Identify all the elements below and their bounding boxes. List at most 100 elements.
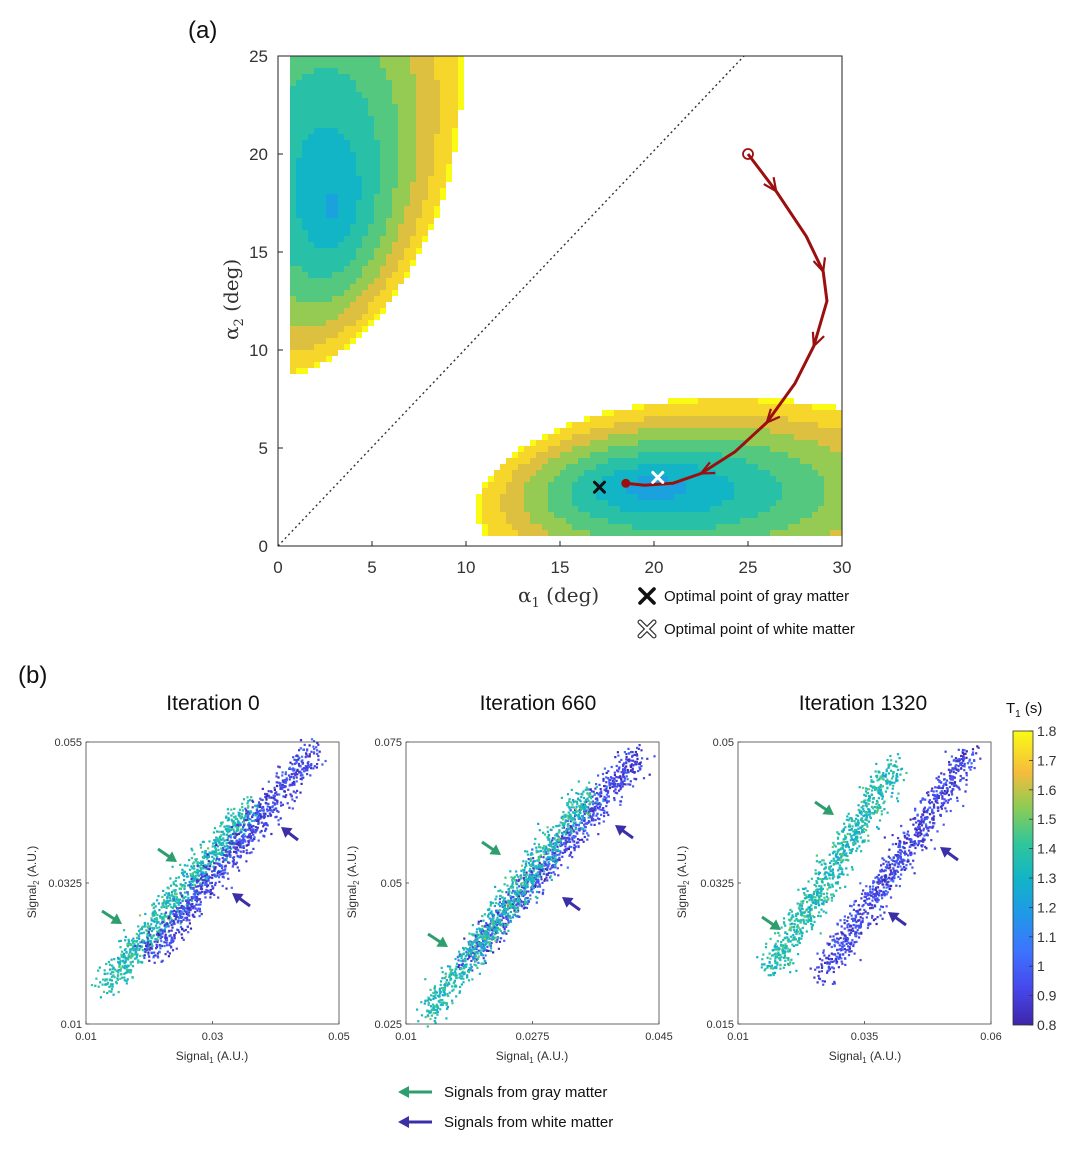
scatter-point [865,898,869,901]
scatter-point [510,891,513,894]
scatter-point [157,932,160,935]
scatter-point [577,810,580,813]
scatter-point [251,839,254,842]
scatter-point [943,778,946,781]
scatter-point [537,850,540,853]
scatter-point [116,974,119,977]
scatter-point [854,835,858,838]
scatter-point [885,860,888,863]
scatter-point [551,846,554,849]
scatter-point [852,944,855,948]
scatter-point [587,808,590,812]
scatter-point [533,860,536,863]
scatter-point [462,952,465,955]
scatter-point [183,891,187,894]
scatter-point [900,873,903,876]
scatter-point [248,823,251,826]
scatter-point [248,827,251,830]
scatter-point [525,906,528,910]
scatter-point [558,838,561,841]
scatter-point [848,817,851,820]
x-tick-label-0: 0 [273,558,282,577]
scatter-point [524,906,527,909]
scatter-point [519,904,523,907]
scatter-point [902,831,905,834]
scatter-point [124,935,127,938]
scatter-point [932,815,936,818]
scatter-point [179,898,182,901]
scatter-point [882,772,885,775]
scatter-point [782,966,785,969]
scatter-point [624,783,627,786]
scatter-point [952,784,956,788]
scatter-point [595,814,598,817]
scatter-point [841,962,844,965]
scatter-point [220,838,223,841]
scatter-point [236,866,239,869]
scatter-point [568,831,571,834]
scatter-point [896,768,900,771]
scatter-point [622,773,625,776]
scatter-point [925,817,928,820]
scatter-point [592,812,595,815]
scatter-point [835,962,838,965]
scatter-point [892,871,895,874]
scatter-point [561,855,564,858]
scatter-point [861,905,864,908]
scatter-point [119,946,122,949]
scatter-point [770,964,773,967]
scatter-point [217,848,220,851]
scatter-point [475,935,478,938]
scatter-point [552,855,555,858]
scatter-point [173,909,176,912]
scatter-point [308,744,311,747]
scatter-point [936,795,939,798]
scatter-point [847,916,850,919]
scatter-point [577,841,580,844]
scatter-point [895,884,898,887]
scatter-point [254,804,257,807]
scatter-point [234,863,237,866]
scatter-point [870,904,873,907]
scatter-point [796,912,800,916]
scatter-point [854,899,857,903]
scatter-point [212,857,216,860]
scatter-point [229,846,232,849]
scatter-point [954,784,957,787]
scatter-point [828,954,831,957]
scatter-point [635,778,638,781]
scatter-point [636,754,639,757]
path-line [625,153,829,487]
scatter-point [192,879,196,882]
scatter-point [888,856,892,860]
scatter-point [310,738,314,741]
scatter-point [514,892,517,895]
scatter-point [790,918,793,921]
scatter-point [466,958,469,961]
scatter-point [238,844,242,847]
scatter-point [815,860,818,863]
scatter-point [809,915,812,918]
scatter-point [863,793,866,796]
scatter-point [895,854,898,857]
scatter-point [175,884,178,887]
scatter-point [891,876,894,879]
scatter-point [149,946,152,949]
scatter-point [878,908,882,911]
scatter-point [549,868,552,871]
scatter-point [440,966,443,969]
scatter-point [885,893,888,896]
scatter-point [433,985,437,988]
scatter-point [548,863,551,866]
scatter-point [943,773,946,776]
scatter-point [917,827,921,830]
scatter-point [190,903,193,906]
scatter-point [590,801,593,804]
scatter-point [144,951,147,954]
scatter-point [904,853,907,856]
scatter-point [899,855,902,858]
scatter-point [871,789,874,792]
scatter-point [885,770,888,773]
scatter-point [970,765,973,768]
scatter-point [877,873,880,877]
